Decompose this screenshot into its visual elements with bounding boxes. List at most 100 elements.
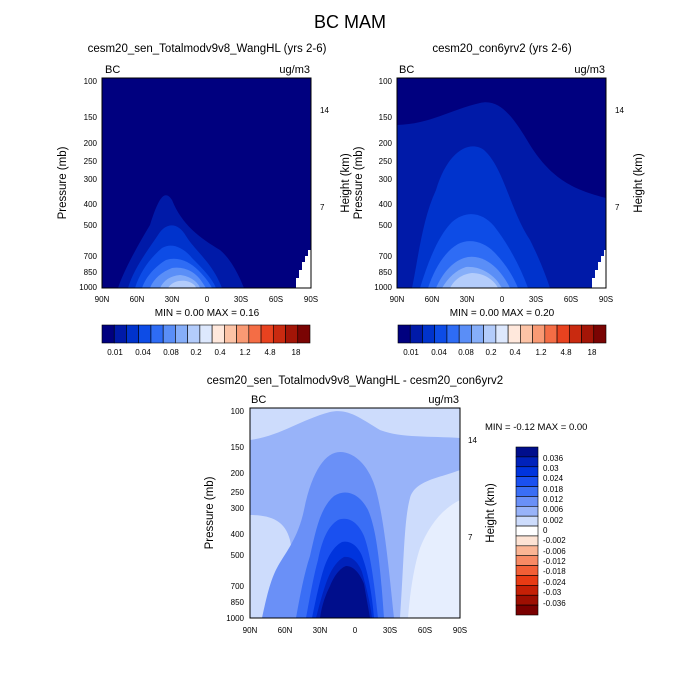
- panel-right-contour-7: [450, 273, 498, 288]
- colorbar-box: [515, 565, 539, 576]
- panel-left-y2-axis: 14 7: [320, 106, 329, 212]
- y-tick-label: 1000: [374, 283, 392, 292]
- colorbar-label: 0: [543, 526, 548, 535]
- colorbar-box: [113, 324, 127, 344]
- colorbar-box: [581, 324, 595, 344]
- y-tick-label: 700: [84, 252, 98, 261]
- y-tick-label: 200: [231, 469, 245, 478]
- colorbar-label: 0.01: [403, 348, 419, 357]
- colorbar-label: 0.024: [543, 474, 564, 483]
- y-tick-label: 850: [231, 598, 245, 607]
- colorbar-box: [515, 476, 539, 487]
- colorbar-label: 18: [292, 348, 301, 357]
- colorbar-label: 18: [588, 348, 597, 357]
- panel-diff-x-axis: 90N 60N 30N 0 30S 60S 90S: [243, 626, 467, 635]
- colorbar-label: -0.002: [543, 536, 566, 545]
- panel-right-corner-right: ug/m3: [574, 64, 605, 76]
- colorbar-box: [101, 324, 115, 344]
- panel-diff-corner-left: BC: [251, 394, 266, 406]
- x-tick-label: 90S: [304, 295, 318, 304]
- panel-left-frame: [101, 77, 312, 289]
- x-tick-label: 0: [353, 626, 358, 635]
- y-tick-label: 150: [84, 113, 98, 122]
- colorbar-box: [150, 324, 164, 344]
- colorbar-box: [236, 324, 250, 344]
- colorbar-box: [495, 324, 509, 344]
- panel-diff-minmax: MIN = -0.12 MAX = 0.00: [485, 422, 587, 433]
- panel-left-y-axis: 100 150 200 250 300 400 500 700 850 1000: [79, 77, 97, 292]
- panel-left-x-axis: 90N 60N 30N 0 30S 60S 90S: [95, 295, 318, 304]
- panel-diff-frame: [249, 407, 461, 619]
- panel-left-ylabel: Pressure (mb): [57, 146, 69, 219]
- y-tick-label: 100: [84, 77, 98, 86]
- panel-left-title: cesm20_sen_Totalmodv9v8_WangHL (yrs 2-6): [88, 43, 327, 55]
- colorbar-box: [458, 324, 472, 344]
- colorbar-box: [515, 486, 539, 497]
- x-tick-label: 30N: [313, 626, 328, 635]
- colorbar-label: -0.006: [543, 547, 566, 556]
- panel-right-frame: [396, 77, 607, 289]
- y-tick-label: 850: [379, 268, 393, 277]
- y-tick-label: 250: [379, 157, 393, 166]
- colorbar-box: [211, 324, 225, 344]
- panel-diff-corner-right: ug/m3: [428, 394, 459, 406]
- colorbar-label: 0.01: [107, 348, 123, 357]
- panel-diff-y2label: Height (km): [485, 483, 497, 543]
- panel-left-colorbar-labels: 0.01 0.04 0.08 0.2 0.4 1.2 4.8 18: [107, 348, 301, 357]
- colorbar-box: [515, 594, 539, 606]
- colorbar-label: 0.08: [458, 348, 474, 357]
- colorbar-label: 0.08: [163, 348, 179, 357]
- y-tick-label: 400: [231, 530, 245, 539]
- colorbar-box: [544, 324, 558, 344]
- y-tick-label: 300: [84, 175, 98, 184]
- colorbar-box: [483, 324, 497, 344]
- panel-diff: cesm20_sen_Totalmodv9v8_WangHL - cesm20_…: [204, 375, 587, 635]
- colorbar-label: 0.002: [543, 516, 564, 525]
- colorbar-label: 0.018: [543, 485, 564, 494]
- y-tick-label: 150: [379, 113, 393, 122]
- panel-right-y-axis: 100 150 200 250 300 400 500 700 850 1000: [374, 77, 392, 292]
- panel-right-y2-axis: 14 7: [615, 106, 624, 212]
- panel-diff-field: [249, 407, 461, 619]
- x-tick-label: 90S: [599, 295, 613, 304]
- x-tick-label: 30S: [234, 295, 248, 304]
- x-tick-label: 0: [500, 295, 505, 304]
- colorbar-box: [175, 324, 188, 344]
- colorbar-label: -0.036: [543, 599, 566, 608]
- panel-left-colorbar: [101, 324, 311, 344]
- y2-tick-label: 14: [615, 106, 624, 115]
- colorbar-box: [515, 505, 539, 517]
- panel-diff-ylabel: Pressure (mb): [204, 476, 216, 549]
- colorbar-box: [515, 466, 539, 477]
- colorbar-box: [162, 324, 176, 344]
- panel-right-colorbar-labels: 0.01 0.04 0.08 0.2 0.4 1.2 4.8 18: [403, 348, 597, 357]
- panel-diff-colorbar: [515, 446, 539, 616]
- colorbar-box: [515, 525, 539, 537]
- colorbar-box: [568, 324, 582, 344]
- panel-left-minmax: MIN = 0.00 MAX = 0.16: [155, 308, 260, 319]
- colorbar-box: [515, 515, 539, 527]
- colorbar-box: [138, 324, 152, 344]
- y-tick-label: 850: [84, 268, 98, 277]
- panel-left: cesm20_sen_Totalmodv9v8_WangHL (yrs 2-6)…: [57, 43, 352, 357]
- y-tick-label: 250: [231, 488, 245, 497]
- colorbar-label: 0.4: [214, 348, 226, 357]
- colorbar-label: 0.03: [543, 464, 559, 473]
- colorbar-label: 0.2: [190, 348, 202, 357]
- x-tick-label: 60N: [130, 295, 145, 304]
- colorbar-label: 0.04: [431, 348, 447, 357]
- colorbar-box: [515, 545, 539, 557]
- x-tick-label: 30N: [460, 295, 475, 304]
- panel-right-field: [396, 77, 607, 289]
- x-tick-label: 60N: [425, 295, 440, 304]
- colorbar-label: 4.8: [264, 348, 276, 357]
- colorbar-label: 0.036: [543, 454, 564, 463]
- colorbar-box: [260, 324, 274, 344]
- colorbar-label: -0.018: [543, 567, 566, 576]
- y2-tick-label: 7: [615, 203, 620, 212]
- x-tick-label: 60S: [418, 626, 432, 635]
- colorbar-box: [515, 446, 539, 458]
- colorbar-box: [507, 324, 521, 344]
- panel-right-ylabel: Pressure (mb): [353, 146, 365, 219]
- x-tick-label: 90S: [453, 626, 467, 635]
